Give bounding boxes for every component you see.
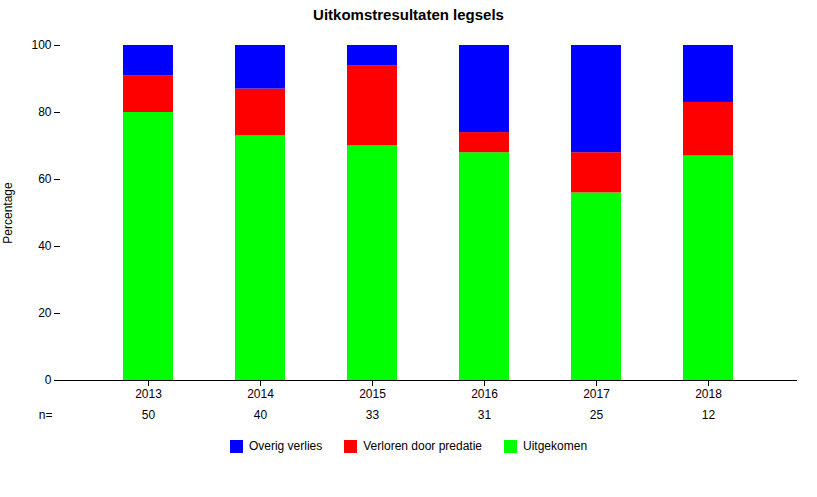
svg-text:60: 60 <box>38 172 52 186</box>
svg-text:2013: 2013 <box>135 387 162 401</box>
svg-text:40: 40 <box>38 239 52 253</box>
html-text:Verloren door predatie: Verloren door predatie <box>363 439 482 453</box>
svg-text:2016: 2016 <box>471 387 498 401</box>
svg-text:12: 12 <box>702 408 716 422</box>
svg-text:33: 33 <box>366 408 380 422</box>
svg-text:2014: 2014 <box>247 387 274 401</box>
svg-text:2015: 2015 <box>359 387 386 401</box>
svg-text:0: 0 <box>45 373 52 387</box>
svg-text:Percentage: Percentage <box>1 182 15 244</box>
svg-text:40: 40 <box>254 408 268 422</box>
svg-text:80: 80 <box>38 105 52 119</box>
html-text:Uitkomstresultaten legsels: Uitkomstresultaten legsels <box>313 6 504 23</box>
svg-text:25: 25 <box>590 408 604 422</box>
svg-text:20: 20 <box>38 306 52 320</box>
svg-text:31: 31 <box>478 408 492 422</box>
svg-text:100: 100 <box>31 38 51 52</box>
svg-text:2017: 2017 <box>583 387 610 401</box>
html-text:Uitgekomen: Uitgekomen <box>523 439 588 453</box>
svg-text:n=: n= <box>39 408 53 422</box>
svg-text:50: 50 <box>142 408 156 422</box>
html-text:Overig verlies: Overig verlies <box>248 439 323 453</box>
svg-text:2018: 2018 <box>695 387 722 401</box>
